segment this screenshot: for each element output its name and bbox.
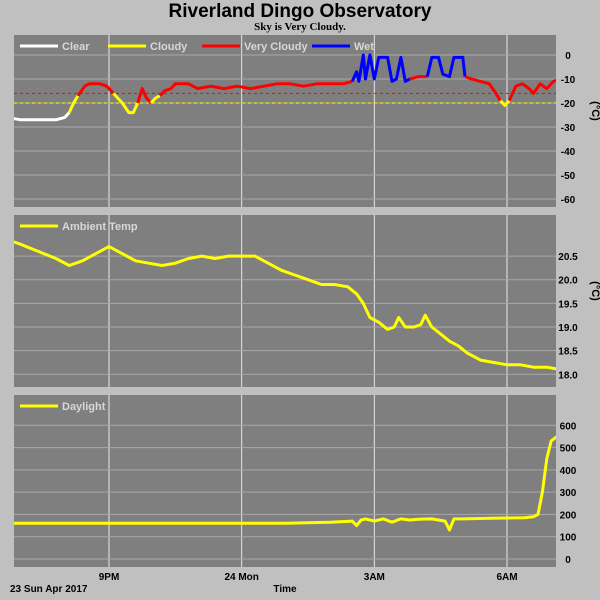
y-tick-label: 20.5 (558, 252, 578, 263)
y-tick-label: 20.0 (558, 276, 578, 287)
chart-subtitle: Sky is Very Cloudy. (254, 21, 346, 33)
series-line-ambient-temp (14, 240, 556, 371)
y-tick-label: 18.5 (558, 347, 578, 358)
legend-label: Cloudy (150, 41, 188, 53)
y-tick-label: 600 (560, 421, 577, 432)
series-line-very-cloudy (507, 78, 556, 102)
plot-area (14, 35, 556, 207)
plot-area (14, 215, 556, 387)
y-tick-label: -40 (561, 147, 576, 158)
panel-ambient-temperature: 20.5 20.0 19.5 19.0 18.5 18.0 (°C) Ambient Temp (14, 215, 600, 387)
y-axis-unit: (°C) (589, 101, 600, 121)
plot-area (14, 395, 556, 567)
legend-label: Wet (354, 41, 374, 53)
y-tick-label: 19.5 (558, 299, 578, 310)
series-line-cloudy (112, 92, 140, 115)
y-tick-label: 18.0 (558, 370, 578, 381)
y-tick-label: 0 (565, 555, 571, 566)
y-tick-label: -50 (561, 171, 576, 182)
y-tick-label: 400 (560, 466, 577, 477)
y-tick-label: 500 (560, 444, 577, 455)
chart-title: Riverland Dingo Observatory (168, 1, 432, 22)
y-tick-label: -20 (561, 99, 576, 110)
y-tick-label: 200 (560, 510, 577, 521)
series-line-very-cloudy (409, 75, 428, 81)
series-line-wet (350, 53, 411, 83)
x-tick-label: 6AM (496, 572, 517, 583)
legend-label: Very Cloudy (244, 41, 308, 53)
series-line-very-cloudy (76, 82, 115, 97)
x-axis-label: Time (273, 584, 297, 595)
series-line-very-cloudy (158, 79, 353, 97)
legend-label: Ambient Temp (62, 221, 138, 233)
series-line-cloudy (67, 95, 80, 114)
y-tick-label: -10 (561, 75, 576, 86)
series-line-daylight (14, 435, 556, 532)
panel-sky-temperature: 0 -10 -20 -30 -40 -50 -60 (°C) Clear Cloudy Very C… (14, 35, 600, 207)
series-line-cloudy (149, 94, 161, 105)
series-line-clear (14, 111, 71, 122)
y-tick-label: -30 (561, 123, 576, 134)
series-line-very-cloudy (464, 75, 502, 102)
series-line-wet (425, 55, 467, 79)
x-tick-label: 9PM (99, 572, 120, 583)
panel-daylight: 600 500 400 300 200 100 0 Daylight (14, 395, 577, 567)
x-tick-label: 24 Mon (224, 572, 258, 583)
x-tick-label: 3AM (364, 572, 385, 583)
y-tick-label: 0 (565, 51, 571, 62)
date-label: 23 Sun Apr 2017 (10, 584, 88, 595)
legend-label: Daylight (62, 401, 106, 413)
series-line-cloudy (499, 99, 511, 107)
legend-label: Clear (62, 41, 90, 53)
y-tick-label: 100 (560, 533, 577, 544)
series-line-very-cloudy (136, 87, 153, 105)
y-tick-label: 300 (560, 488, 577, 499)
y-axis-unit: (°C) (589, 281, 600, 301)
y-tick-label: -60 (561, 195, 576, 206)
y-tick-label: 19.0 (558, 323, 578, 334)
